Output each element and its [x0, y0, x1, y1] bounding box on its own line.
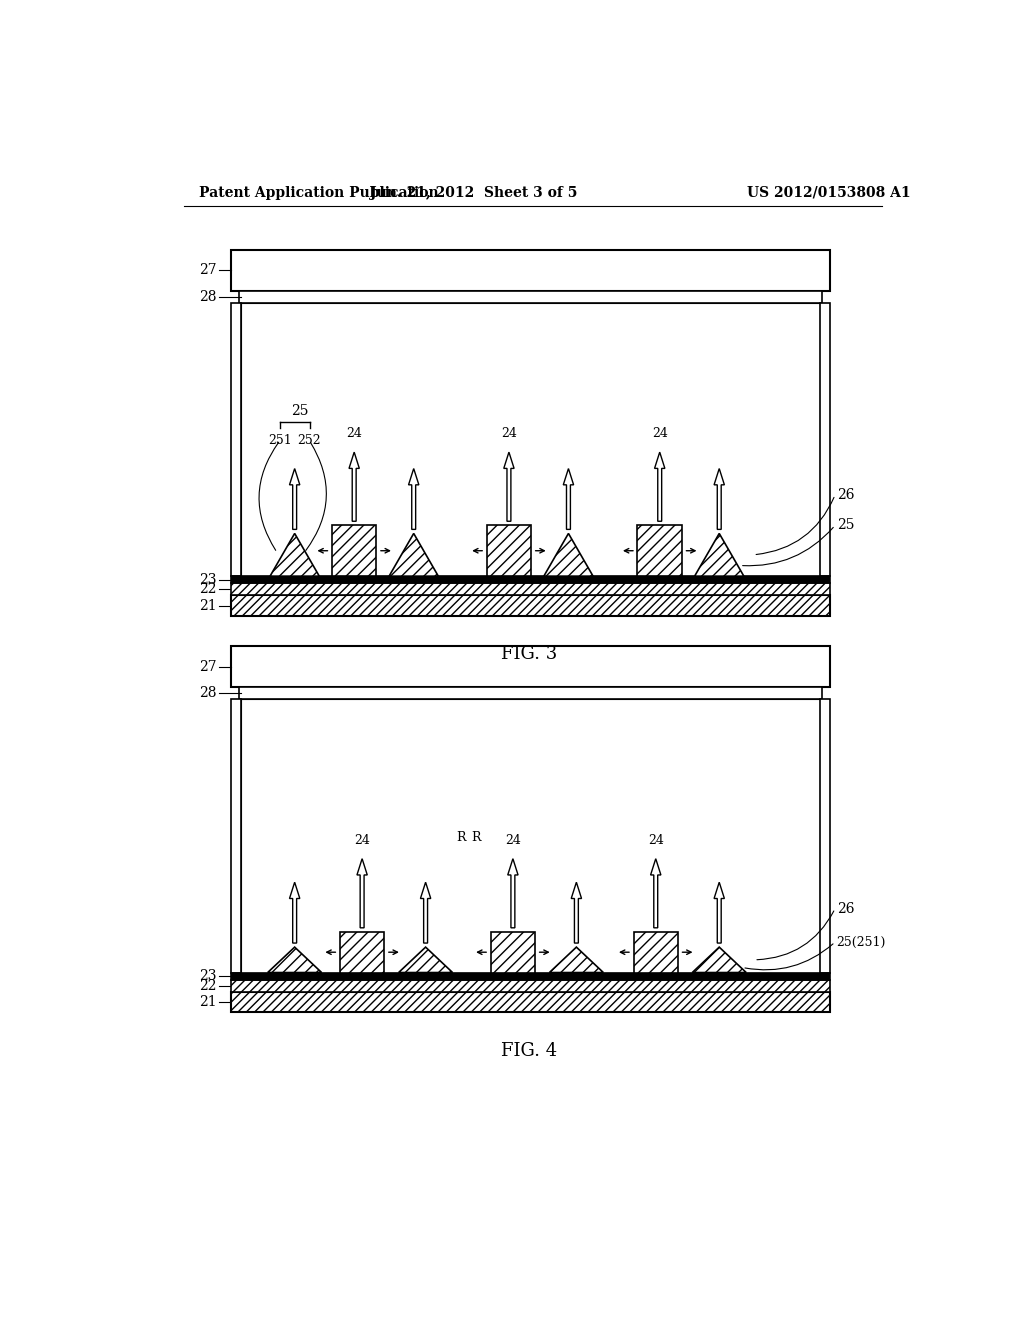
Polygon shape	[714, 469, 724, 529]
Text: R: R	[471, 832, 480, 845]
Text: 27: 27	[200, 263, 217, 277]
Text: 252: 252	[297, 434, 321, 447]
Text: 25: 25	[837, 519, 854, 532]
Text: 22: 22	[200, 582, 217, 597]
Bar	[634, 932, 678, 973]
Polygon shape	[654, 453, 665, 521]
Text: 24: 24	[651, 426, 668, 440]
Text: 23: 23	[200, 969, 217, 983]
Text: 23: 23	[200, 573, 217, 586]
Polygon shape	[650, 859, 660, 928]
Text: 26: 26	[837, 488, 854, 502]
Bar	[231, 583, 830, 595]
Text: 24: 24	[354, 833, 370, 846]
Polygon shape	[508, 859, 518, 928]
Text: FIG. 3: FIG. 3	[501, 645, 557, 664]
Polygon shape	[692, 948, 746, 973]
Text: 21: 21	[200, 598, 217, 612]
Bar	[340, 932, 384, 973]
Text: 28: 28	[200, 289, 217, 304]
Polygon shape	[563, 469, 573, 529]
Polygon shape	[421, 882, 431, 942]
Polygon shape	[389, 533, 438, 576]
Text: 28: 28	[200, 686, 217, 700]
Text: 22: 22	[200, 978, 217, 993]
Text: 26: 26	[837, 902, 854, 916]
Bar	[231, 595, 830, 615]
Polygon shape	[409, 469, 419, 529]
Bar	[240, 290, 822, 302]
Bar	[231, 647, 830, 686]
Text: FIG. 4: FIG. 4	[501, 1041, 557, 1060]
Polygon shape	[290, 882, 300, 942]
Polygon shape	[349, 453, 359, 521]
Bar	[231, 973, 830, 979]
Text: 24: 24	[648, 833, 664, 846]
Text: 25: 25	[291, 404, 308, 417]
Polygon shape	[290, 469, 300, 529]
Text: 24: 24	[505, 833, 521, 846]
Polygon shape	[398, 948, 453, 973]
Polygon shape	[357, 859, 368, 928]
Polygon shape	[714, 882, 724, 942]
Polygon shape	[504, 453, 514, 521]
Bar	[490, 932, 536, 973]
Text: 24: 24	[501, 426, 517, 440]
Bar	[231, 249, 830, 290]
Polygon shape	[267, 948, 322, 973]
Text: 27: 27	[200, 660, 217, 673]
Text: Jun. 21, 2012  Sheet 3 of 5: Jun. 21, 2012 Sheet 3 of 5	[370, 186, 577, 199]
Polygon shape	[270, 533, 319, 576]
Bar	[820, 302, 830, 576]
Bar	[231, 302, 242, 576]
Bar	[332, 525, 377, 576]
Bar	[231, 700, 242, 973]
Bar	[231, 979, 830, 991]
Text: R: R	[457, 832, 466, 845]
Bar	[231, 576, 830, 583]
Bar	[486, 525, 531, 576]
Polygon shape	[694, 533, 743, 576]
Text: 251: 251	[268, 434, 292, 447]
Bar	[240, 686, 822, 700]
Bar	[242, 700, 820, 973]
Text: Patent Application Publication: Patent Application Publication	[200, 186, 439, 199]
Text: US 2012/0153808 A1: US 2012/0153808 A1	[748, 186, 910, 199]
Text: 21: 21	[200, 995, 217, 1008]
Bar	[242, 302, 820, 576]
Text: 25(251): 25(251)	[837, 936, 886, 949]
Polygon shape	[544, 533, 593, 576]
Bar	[231, 991, 830, 1012]
Text: 24: 24	[346, 426, 362, 440]
Bar	[638, 525, 682, 576]
Polygon shape	[571, 882, 582, 942]
Bar	[820, 700, 830, 973]
Polygon shape	[550, 948, 603, 973]
